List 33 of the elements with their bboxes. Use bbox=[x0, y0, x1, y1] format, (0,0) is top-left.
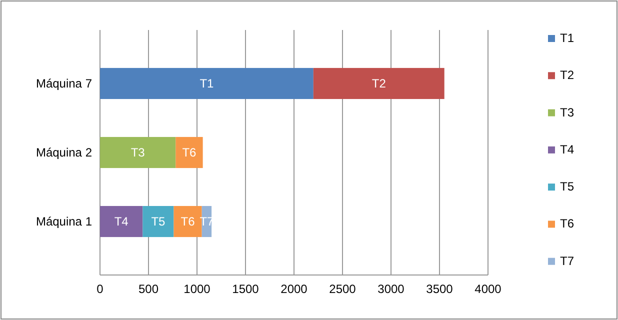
legend-label: T7 bbox=[560, 254, 574, 268]
bar bbox=[142, 206, 174, 238]
x-tick-label: 1500 bbox=[232, 282, 260, 296]
data-label: T3 bbox=[130, 146, 146, 160]
data-label: T4 bbox=[114, 214, 129, 229]
legend-label: T6 bbox=[560, 216, 574, 231]
data-label: T6 bbox=[182, 146, 197, 160]
data-label: T5 bbox=[151, 214, 166, 229]
y-tick-label: Máquina 7 bbox=[36, 76, 92, 90]
y-tick-label: Máquina 1 bbox=[36, 214, 92, 229]
legend-label: T5 bbox=[560, 180, 574, 194]
data-label: T1 bbox=[200, 76, 214, 90]
bar bbox=[100, 136, 176, 168]
legend-label: T3 bbox=[560, 105, 574, 120]
bar bbox=[174, 206, 202, 238]
x-tick-label: 3500 bbox=[426, 282, 454, 296]
x-tick-label: 2500 bbox=[329, 282, 356, 296]
data-label: T2 bbox=[372, 76, 386, 90]
x-tick-label: 3000 bbox=[378, 282, 405, 296]
x-tick-label: 1000 bbox=[184, 282, 211, 296]
legend-label: T1 bbox=[560, 31, 574, 45]
bar bbox=[176, 136, 203, 168]
y-tick-label: Máquina 2 bbox=[36, 146, 92, 160]
data-label: T6 bbox=[180, 214, 196, 229]
bar bbox=[100, 68, 314, 100]
bar bbox=[313, 68, 444, 100]
x-tick-label: 0 bbox=[96, 282, 104, 296]
legend-label: T4 bbox=[560, 142, 574, 156]
x-tick-label: 2000 bbox=[280, 282, 308, 296]
x-tick-label: 500 bbox=[138, 282, 159, 296]
bar bbox=[100, 206, 143, 238]
legend-label: T2 bbox=[560, 68, 574, 82]
x-tick-label: 4000 bbox=[474, 282, 502, 296]
